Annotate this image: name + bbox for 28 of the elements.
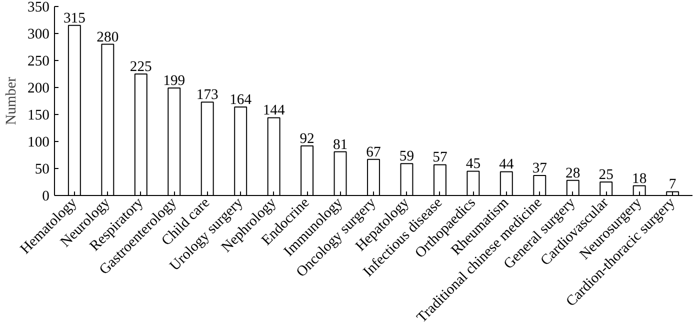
data-label: 173 bbox=[196, 87, 218, 104]
data-label: 59 bbox=[399, 148, 414, 165]
data-label: 45 bbox=[466, 156, 481, 172]
y-tick-label: 0 bbox=[42, 188, 50, 204]
y-tick-label: 200 bbox=[28, 80, 50, 96]
data-label: 144 bbox=[262, 102, 286, 119]
data-label: 280 bbox=[96, 29, 119, 46]
y-tick-label: 350 bbox=[28, 0, 50, 16]
data-label: 315 bbox=[63, 10, 86, 26]
data-label: 7 bbox=[668, 176, 676, 193]
data-label: 28 bbox=[566, 165, 580, 182]
y-axis-title: Number bbox=[4, 76, 20, 126]
data-label: 67 bbox=[366, 144, 381, 160]
y-tick-label: 50 bbox=[34, 162, 50, 178]
y-tick-label: 300 bbox=[28, 26, 50, 42]
data-label: 44 bbox=[499, 156, 514, 173]
data-label: 164 bbox=[230, 92, 252, 108]
data-label: 37 bbox=[532, 160, 547, 177]
data-label: 25 bbox=[598, 167, 614, 183]
data-label: 199 bbox=[163, 73, 186, 90]
data-label: 18 bbox=[632, 170, 647, 187]
y-tick-label: 100 bbox=[28, 134, 50, 150]
data-label: 81 bbox=[332, 136, 348, 153]
data-label: 92 bbox=[300, 130, 314, 147]
data-label: 225 bbox=[130, 59, 152, 75]
y-tick-label: 150 bbox=[28, 108, 50, 124]
data-label: 57 bbox=[432, 150, 448, 166]
y-tick-label: 250 bbox=[28, 54, 50, 70]
